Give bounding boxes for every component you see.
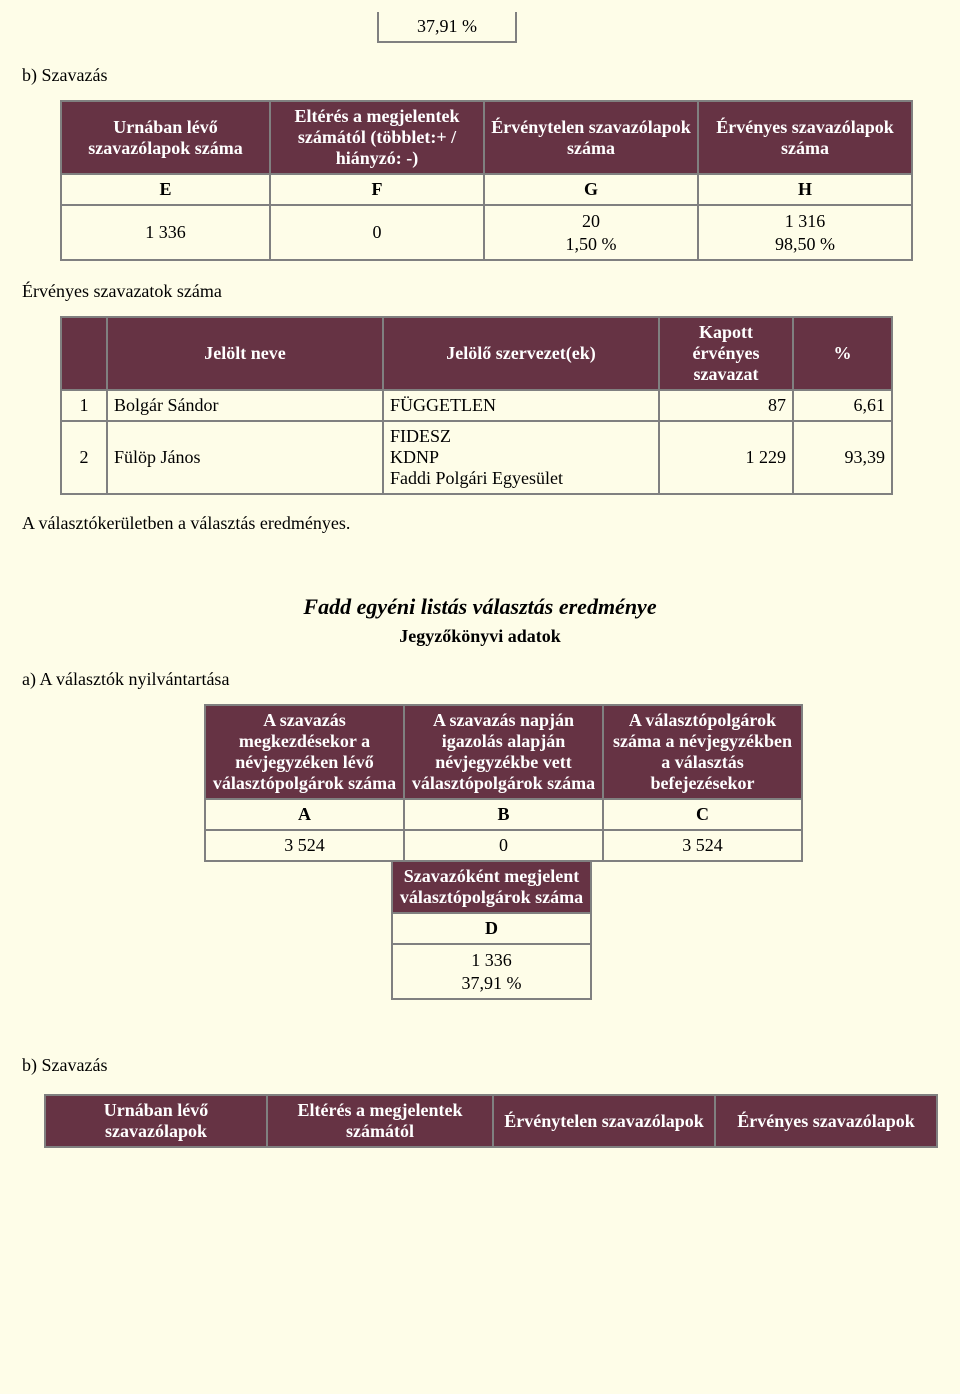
letter-g: G (584, 179, 598, 199)
col-diff: Eltérés a megjelentek számától (267, 1095, 493, 1147)
section-a-label: a) A választók nyilvántartása (22, 669, 938, 690)
cell-added: 0 (404, 830, 603, 861)
col-votes: Kapott érvényes szavazat (659, 317, 793, 390)
turnout-table: Szavazóként megjelent választópolgárok s… (391, 862, 592, 1000)
cell-name: Fülöp János (107, 421, 383, 494)
cell-pct: 93,39 (793, 421, 892, 494)
table-row: 1 336 0 20 1,50 % 1 316 98,50 % (61, 205, 912, 260)
table-row: A B C (205, 799, 802, 830)
table-row: 3 524 0 3 524 (205, 830, 802, 861)
turnout-box: 37,91 % (377, 12, 517, 43)
letter-d: D (485, 918, 498, 938)
letter-e: E (159, 179, 171, 199)
page-subtitle: Jegyzőkönyvi adatok (22, 626, 938, 647)
cell-org: FIDESZ KDNP Faddi Polgári Egyesület (383, 421, 659, 494)
page-title: Fadd egyéni listás választás eredménye (22, 594, 938, 620)
cell-start: 3 524 (205, 830, 404, 861)
valid-votes-label: Érvényes szavazatok száma (22, 281, 938, 302)
table-row: 1 Bolgár Sándor FÜGGETLEN 87 6,61 (61, 390, 892, 421)
col-added: A szavazás napján igazolás alapján névje… (404, 705, 603, 799)
cell-num: 1 (61, 390, 107, 421)
col-end: A választópolgárok száma a névjegyzékben… (603, 705, 802, 799)
table-row: E F G H (61, 174, 912, 205)
col-diff: Eltérés a megjelentek számától (többlet:… (270, 101, 484, 174)
registry-table: A szavazás megkezdésekor a névjegyzéken … (204, 704, 803, 862)
ballot-summary-table-2: Urnában lévő szavazólapok Eltérés a megj… (44, 1094, 938, 1148)
letter-f: F (372, 179, 383, 199)
col-invalid: Érvénytelen szavazólapok száma (484, 101, 698, 174)
col-valid: Érvényes szavazólapok (715, 1095, 937, 1147)
letter-a: A (298, 804, 311, 824)
cell-org: FÜGGETLEN (383, 390, 659, 421)
section-b-label: b) Szavazás (22, 65, 938, 86)
cell-diff: 0 (270, 205, 484, 260)
col-valid: Érvényes szavazólapok száma (698, 101, 912, 174)
cell-end: 3 524 (603, 830, 802, 861)
col-blank (61, 317, 107, 390)
table-row: 2 Fülöp János FIDESZ KDNP Faddi Polgári … (61, 421, 892, 494)
cell-pct: 6,61 (793, 390, 892, 421)
col-org: Jelölő szervezet(ek) (383, 317, 659, 390)
turnout-percentage: 37,91 % (417, 16, 477, 36)
cell-num: 2 (61, 421, 107, 494)
cell-urn: 1 336 (61, 205, 270, 260)
cell-votes: 1 229 (659, 421, 793, 494)
col-pct: % (793, 317, 892, 390)
letter-h: H (798, 179, 812, 199)
col-candidate: Jelölt neve (107, 317, 383, 390)
letter-b: B (497, 804, 509, 824)
col-urn: Urnában lévő szavazólapok száma (61, 101, 270, 174)
cell-valid: 1 316 98,50 % (698, 205, 912, 260)
cell-invalid: 20 1,50 % (484, 205, 698, 260)
ballot-summary-table: Urnában lévő szavazólapok száma Eltérés … (60, 100, 913, 261)
col-turnout: Szavazóként megjelent választópolgárok s… (392, 862, 591, 913)
col-urn: Urnában lévő szavazólapok (45, 1095, 267, 1147)
cell-name: Bolgár Sándor (107, 390, 383, 421)
cell-votes: 87 (659, 390, 793, 421)
cell-turnout: 1 336 37,91 % (392, 944, 591, 999)
result-statement: A választókerületben a választás eredmén… (22, 513, 938, 534)
section-b2-label: b) Szavazás (22, 1055, 938, 1076)
table-row: 1 336 37,91 % (392, 944, 591, 999)
candidates-table: Jelölt neve Jelölő szervezet(ek) Kapott … (60, 316, 893, 495)
col-start: A szavazás megkezdésekor a névjegyzéken … (205, 705, 404, 799)
letter-c: C (696, 804, 709, 824)
col-invalid: Érvénytelen szavazólapok (493, 1095, 715, 1147)
table-row: D (392, 913, 591, 944)
